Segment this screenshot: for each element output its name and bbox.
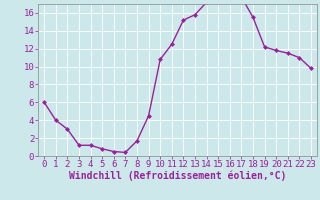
X-axis label: Windchill (Refroidissement éolien,°C): Windchill (Refroidissement éolien,°C) [69,171,286,181]
